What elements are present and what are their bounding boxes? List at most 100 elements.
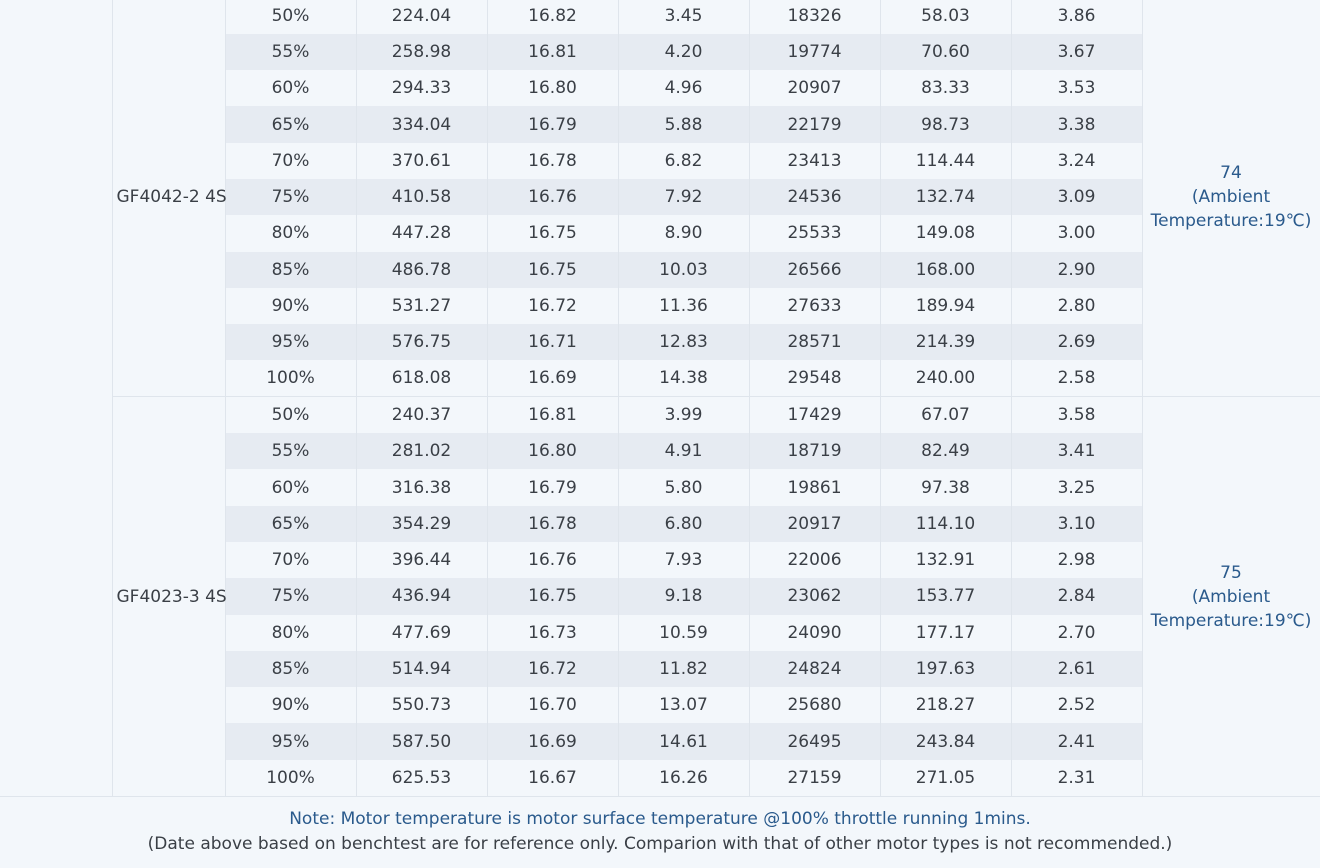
table-cell: 370.61 (355, 142, 487, 179)
table-cell: 100% (224, 360, 356, 397)
table-cell: 11.36 (617, 287, 749, 325)
table-cell: 6.82 (617, 142, 749, 179)
table-cell: 2.70 (1010, 614, 1142, 651)
table-row: 55% 281.02 16.80 4.91 18719 82.49 3.41 (0, 433, 1320, 470)
table-cell: 25680 (748, 687, 880, 724)
table-cell: 3.41 (1010, 433, 1142, 470)
table-cell: 132.91 (879, 541, 1011, 579)
table-cell: 90% (224, 287, 356, 325)
table-row: 100% 625.53 16.67 16.26 27159 271.05 2.31 (0, 759, 1320, 797)
table-cell: 3.00 (1010, 215, 1142, 252)
table-cell: 281.02 (355, 433, 487, 470)
motor-temperature-cell: 74 (Ambient Temperature:19℃) (1141, 0, 1320, 397)
table-cell: 16.75 (486, 251, 618, 288)
table-cell: 550.73 (355, 687, 487, 724)
table-cell: 19774 (748, 33, 880, 71)
table-cell: 3.58 (1010, 396, 1142, 434)
note-temperature: Note: Motor temperature is motor surface… (289, 809, 1031, 829)
table-cell: 3.24 (1010, 142, 1142, 179)
table-cell: 3.53 (1010, 70, 1142, 107)
table-row: 100% 618.08 16.69 14.38 29548 240.00 2.58 (0, 360, 1320, 397)
table-cell: 22006 (748, 541, 880, 579)
table-cell: 16.80 (486, 70, 618, 107)
table-cell: 16.81 (486, 396, 618, 434)
table-cell: 75% (224, 578, 356, 615)
table-cell: 189.94 (879, 287, 1011, 325)
table-cell: 486.78 (355, 251, 487, 288)
table-cell: 2.58 (1010, 360, 1142, 397)
table-cell: 5.80 (617, 469, 749, 506)
table-cell: 95% (224, 723, 356, 760)
table-cell: 2.69 (1010, 324, 1142, 361)
table-cell: 3.99 (617, 396, 749, 434)
table-cell: 4.91 (617, 433, 749, 470)
table-cell: 24824 (748, 650, 880, 688)
blank-margin (0, 0, 112, 397)
table-cell: 16.79 (486, 469, 618, 506)
table-cell: 80% (224, 614, 356, 651)
table-cell: 24090 (748, 614, 880, 651)
table-cell: 16.75 (486, 578, 618, 615)
table-cell: 85% (224, 251, 356, 288)
motor-temperature-cell: 75 (Ambient Temperature:19℃) (1141, 396, 1320, 797)
blank-margin (0, 396, 112, 797)
table-cell: 90% (224, 687, 356, 724)
table-cell: 618.08 (355, 360, 487, 397)
table-cell: 16.80 (486, 433, 618, 470)
table-cell: 4.96 (617, 70, 749, 107)
table-row: 65% 334.04 16.79 5.88 22179 98.73 3.38 (0, 106, 1320, 143)
table-cell: 67.07 (879, 396, 1011, 434)
table-cell: 316.38 (355, 469, 487, 506)
table-cell: 132.74 (879, 178, 1011, 216)
table-cell: 18326 (748, 0, 880, 34)
table-cell: 410.58 (355, 178, 487, 216)
table-row: GF4042-2 4S 50% 224.04 16.82 3.45 18326 58.03 3… (0, 0, 1320, 397)
table-cell: 7.92 (617, 178, 749, 216)
table-row: GF4023-3 4S 50% 240.37 16.81 3.99 17429 67.07 3… (0, 396, 1320, 797)
table-cell: 258.98 (355, 33, 487, 71)
table-cell: 27633 (748, 287, 880, 325)
table-cell: 2.80 (1010, 287, 1142, 325)
motor-model-cell: GF4042-2 4S (111, 0, 227, 397)
table-cell: 9.18 (617, 578, 749, 615)
table-cell: 396.44 (355, 541, 487, 579)
table-cell: 576.75 (355, 324, 487, 361)
table-cell: 3.38 (1010, 106, 1142, 143)
table-cell: 16.71 (486, 324, 618, 361)
table-cell: 2.52 (1010, 687, 1142, 724)
table-cell: 197.63 (879, 650, 1011, 688)
table-cell: 16.78 (486, 505, 618, 542)
table-cell: 50% (224, 396, 356, 434)
table-cell: 55% (224, 33, 356, 71)
table-cell: 271.05 (879, 759, 1011, 797)
table-cell: 26495 (748, 723, 880, 760)
table-cell: 16.79 (486, 106, 618, 143)
table-cell: 27159 (748, 759, 880, 797)
table-cell: 16.81 (486, 33, 618, 71)
table-cell: 114.44 (879, 142, 1011, 179)
table-cell: 22179 (748, 106, 880, 143)
table-cell: 2.41 (1010, 723, 1142, 760)
table-cell: 334.04 (355, 106, 487, 143)
table-cell: 436.94 (355, 578, 487, 615)
table-cell: 218.27 (879, 687, 1011, 724)
table-cell: 11.82 (617, 650, 749, 688)
table-cell: 10.59 (617, 614, 749, 651)
table-cell: 16.73 (486, 614, 618, 651)
table-cell: 60% (224, 469, 356, 506)
table-cell: 65% (224, 106, 356, 143)
table-cell: 16.76 (486, 178, 618, 216)
table-cell: 243.84 (879, 723, 1011, 760)
table-row: 95% 587.50 16.69 14.61 26495 243.84 2.41 (0, 723, 1320, 760)
temp-note-1: (Ambient (1191, 586, 1271, 607)
table-row: 90% 531.27 16.72 11.36 27633 189.94 2.80 (0, 287, 1320, 325)
table-cell: 50% (224, 0, 356, 34)
table-cell: 3.25 (1010, 469, 1142, 506)
table-cell: 149.08 (879, 215, 1011, 252)
table-cell: 19861 (748, 469, 880, 506)
table-cell: 447.28 (355, 215, 487, 252)
table-cell: 2.61 (1010, 650, 1142, 688)
temp-note-2: Temperature:19℃) (1150, 610, 1312, 631)
table-cell: 58.03 (879, 0, 1011, 34)
